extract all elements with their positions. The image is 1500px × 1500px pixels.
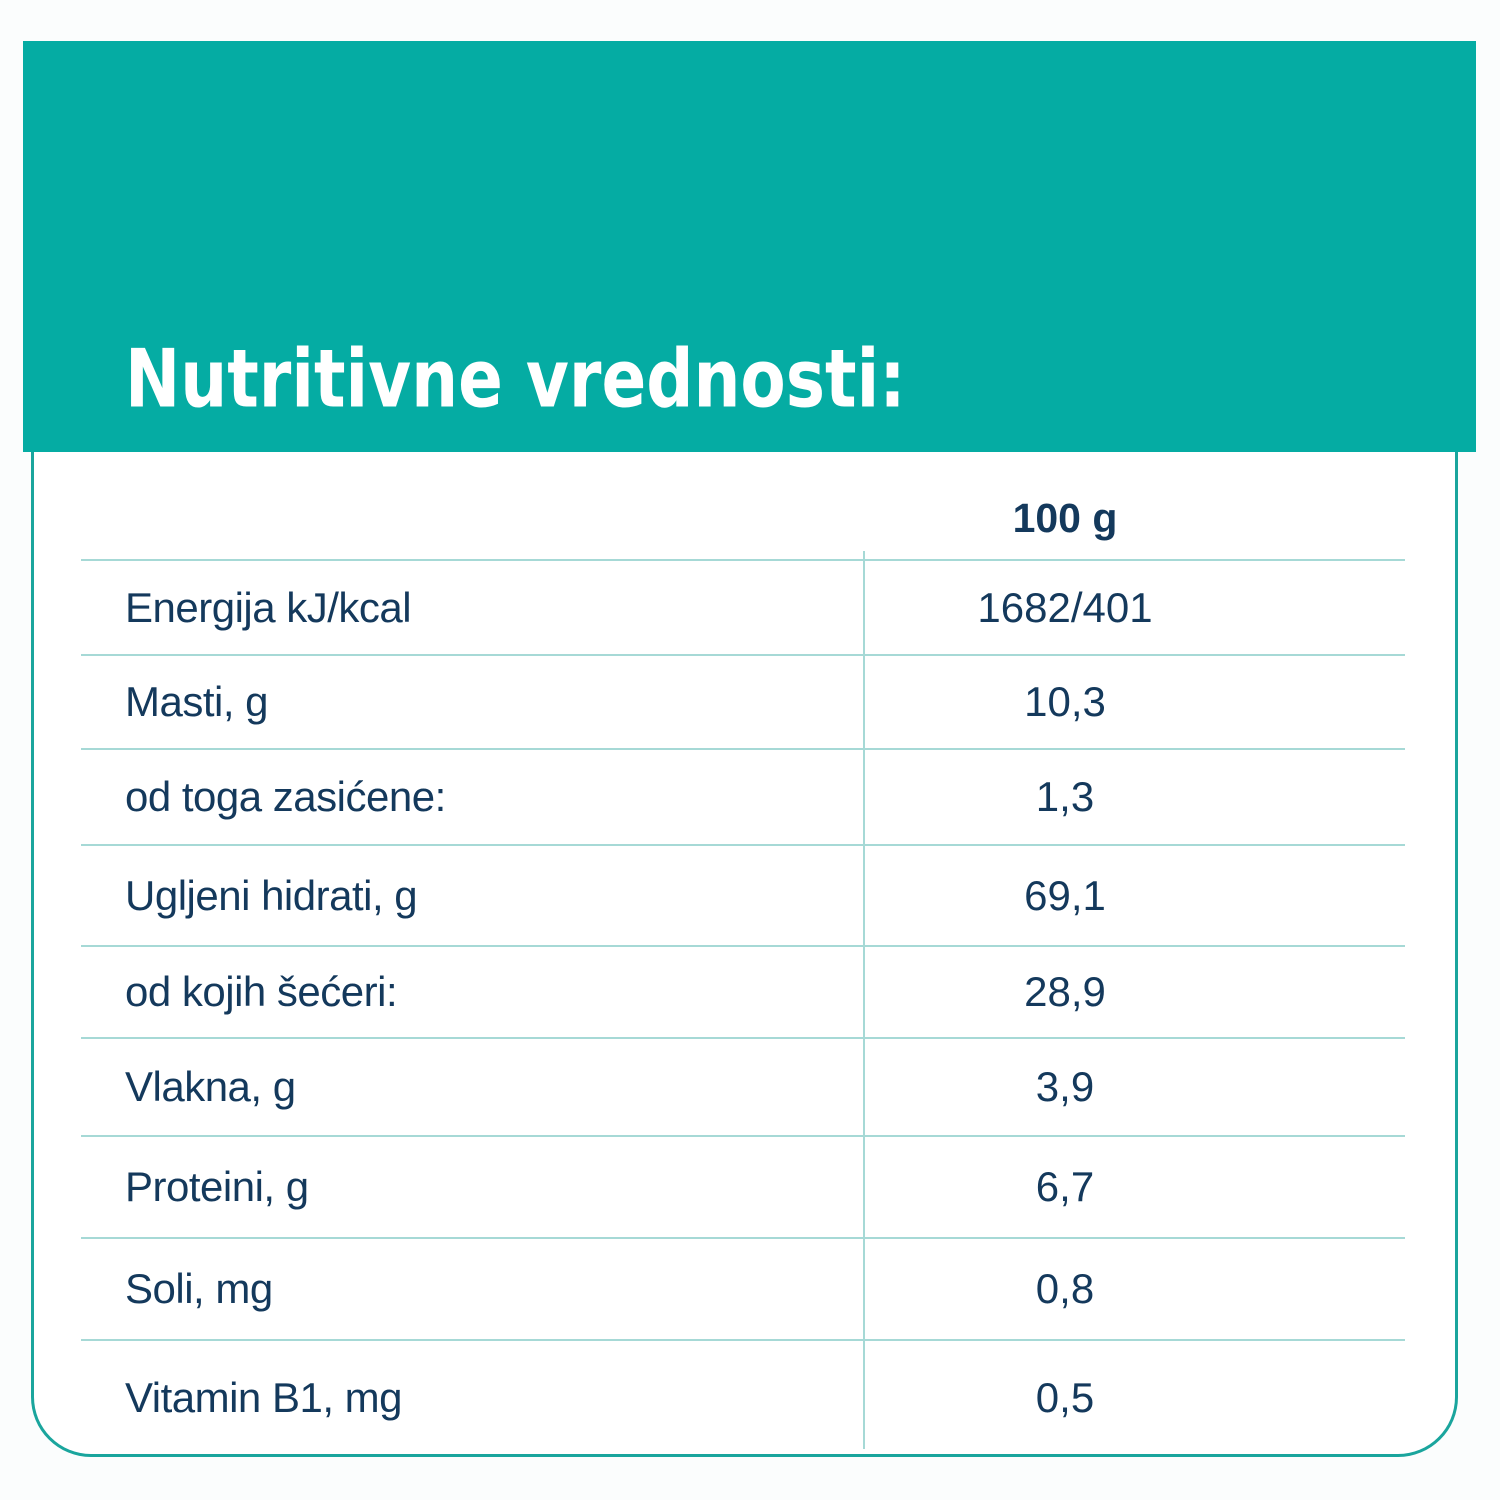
row-label: Soli, mg: [125, 1265, 273, 1312]
page-title: Nutritivne vrednosti:: [125, 332, 906, 427]
table-row-energija: Energija kJ/kcal 1682/401: [81, 561, 1405, 656]
table-row-masti: Masti, g 10,3: [81, 656, 1405, 750]
row-value: 69,1: [1024, 871, 1106, 919]
row-value: 0,5: [1035, 1373, 1095, 1421]
row-value: 0,8: [1035, 1265, 1095, 1312]
row-label: od toga zasićene:: [125, 773, 446, 820]
row-label: Ugljeni hidrati, g: [125, 871, 418, 919]
row-label: Proteini, g: [125, 1163, 309, 1210]
serving-size-header: 100 g: [1012, 495, 1118, 541]
row-label: Energija kJ/kcal: [125, 583, 412, 631]
row-value: 1,3: [1035, 773, 1095, 820]
row-label: od kojih šećeri:: [125, 968, 398, 1015]
table-row-vitamin-b1: Vitamin B1, mg 0,5: [81, 1341, 1405, 1454]
table-header-row: 100 g: [81, 452, 1405, 561]
header-banner: Nutritivne vrednosti:: [23, 41, 1476, 452]
row-value: 6,7: [1035, 1163, 1095, 1210]
nutrition-table: 100 g Energija kJ/kcal 1682/401 Masti, g…: [81, 452, 1405, 1454]
column-divider-line: [863, 551, 865, 1449]
nutrition-table-card: 100 g Energija kJ/kcal 1682/401 Masti, g…: [31, 452, 1458, 1457]
table-row-proteini: Proteini, g 6,7: [81, 1137, 1405, 1239]
table-row-soli: Soli, mg 0,8: [81, 1239, 1405, 1341]
row-value: 3,9: [1035, 1063, 1095, 1110]
row-value: 10,3: [1024, 678, 1106, 725]
row-label: Masti, g: [125, 678, 269, 725]
table-row-zasicene: od toga zasićene: 1,3: [81, 750, 1405, 846]
row-label: Vitamin B1, mg: [125, 1373, 403, 1421]
row-value: 1682/401: [977, 583, 1153, 631]
row-label: Vlakna, g: [125, 1063, 296, 1110]
table-row-seceri: od kojih šećeri: 28,9: [81, 947, 1405, 1039]
table-row-vlakna: Vlakna, g 3,9: [81, 1039, 1405, 1137]
table-row-ugljeni-hidrati: Ugljeni hidrati, g 69,1: [81, 846, 1405, 947]
row-value: 28,9: [1024, 968, 1106, 1015]
